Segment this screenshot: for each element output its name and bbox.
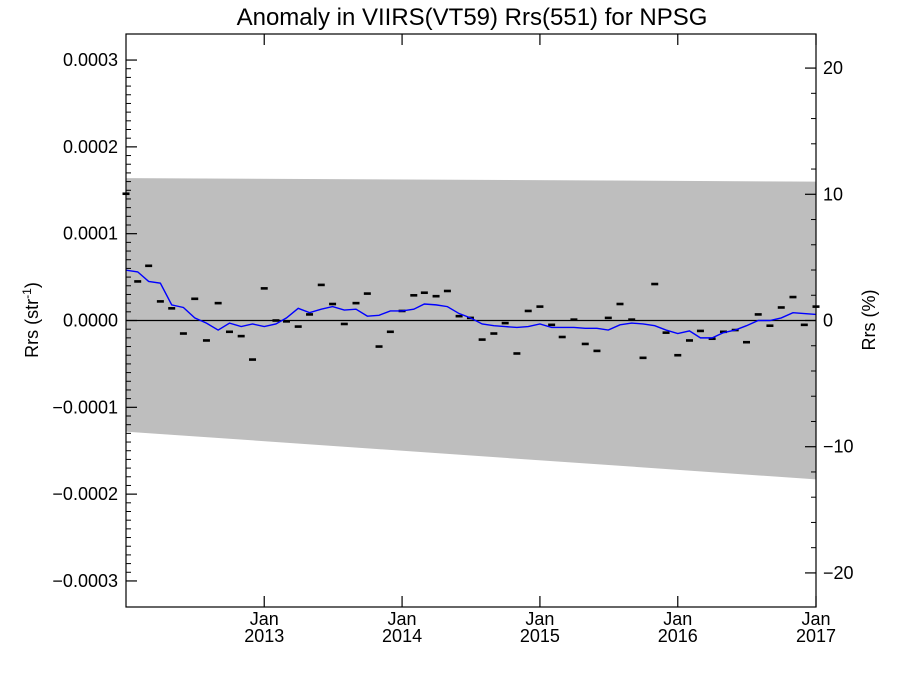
y2-tick-label: 20 (823, 58, 843, 78)
y-axis-label: Rrs (str-1) (20, 282, 42, 358)
y-tick-label: 0.0002 (63, 137, 118, 157)
x-tick-year: 2017 (796, 626, 836, 646)
x-tick-month: Jan (801, 609, 830, 629)
x-tick-year: 2015 (520, 626, 560, 646)
y-tick-label: 0.0001 (63, 224, 118, 244)
y-tick-label: −0.0001 (52, 397, 118, 417)
y2-axis-label: Rrs (%) (859, 290, 879, 351)
uncertainty-band-layer (126, 178, 816, 480)
x-tick-year: 2014 (382, 626, 422, 646)
y2-tick-label: −10 (823, 437, 854, 457)
x-tick-month: Jan (663, 609, 692, 629)
y-tick-label: −0.0003 (52, 571, 118, 591)
y-tick-label: −0.0002 (52, 484, 118, 504)
uncertainty-band (126, 178, 816, 480)
x-tick-month: Jan (250, 609, 279, 629)
y-tick-label: 0.0000 (63, 311, 118, 331)
y2-tick-label: 10 (823, 184, 843, 204)
y-axis-label-exponent: -1 (20, 288, 34, 299)
series-layer (122, 192, 820, 361)
series-1-line (125, 269, 817, 339)
x-tick-month: Jan (388, 609, 417, 629)
x-tick-year: 2016 (658, 626, 698, 646)
x-tick-month: Jan (525, 609, 554, 629)
x-tick-year: 2013 (244, 626, 284, 646)
chart-title: Anomaly in VIIRS(VT59) Rrs(551) for NPSG (237, 4, 708, 31)
tick-layer: 0.0003 0.0002 0.0001 0.0000 −0.0001 −0.0002 −0… (52, 34, 854, 646)
y2-tick-label: −20 (823, 563, 854, 583)
y-tick-label: 0.0003 (63, 50, 118, 70)
y2-tick-label: 0 (823, 311, 833, 331)
